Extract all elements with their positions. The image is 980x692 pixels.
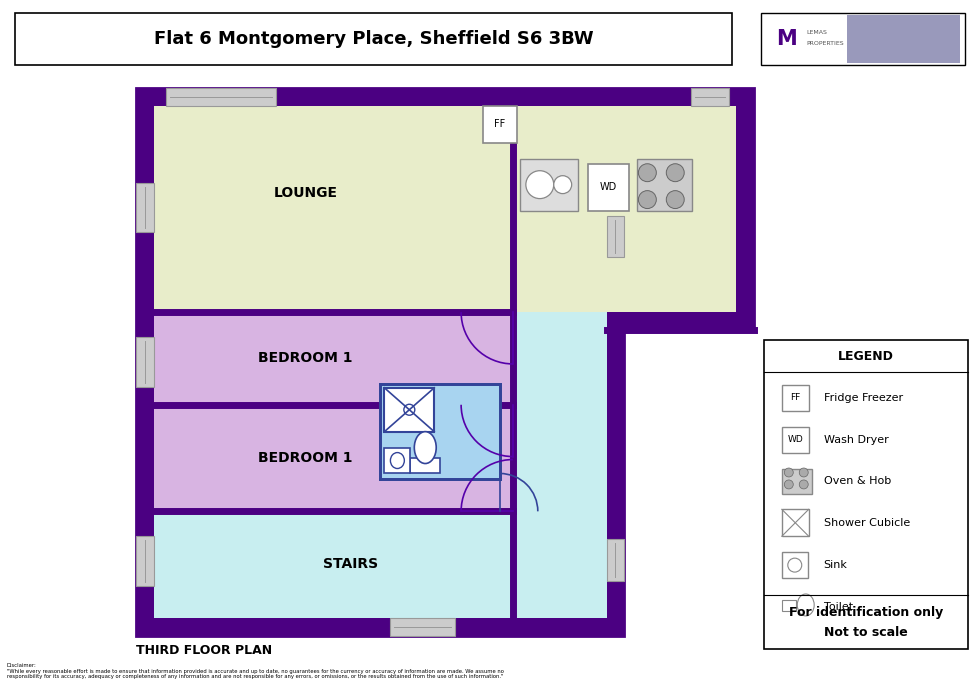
Ellipse shape	[390, 453, 405, 468]
Bar	[637, 158, 692, 210]
Text: Toilet: Toilet	[823, 602, 853, 612]
Bar	[782, 600, 796, 611]
Text: BEDROOM 1: BEDROOM 1	[259, 450, 353, 464]
Text: WD: WD	[600, 182, 617, 192]
Bar	[519, 158, 577, 210]
Bar	[782, 509, 808, 536]
Bar	[847, 15, 960, 63]
Circle shape	[784, 480, 793, 489]
Polygon shape	[155, 312, 513, 405]
Text: Flat 6 Montgomery Place, Sheffield S6 3BW: Flat 6 Montgomery Place, Sheffield S6 3B…	[154, 30, 593, 48]
Circle shape	[638, 190, 657, 208]
Text: STAIRS: STAIRS	[323, 557, 378, 571]
FancyBboxPatch shape	[760, 13, 965, 65]
Circle shape	[554, 176, 571, 194]
Text: Not to scale: Not to scale	[824, 626, 907, 639]
Text: Sink: Sink	[823, 560, 848, 570]
Bar	[782, 427, 808, 453]
Bar	[167, 88, 275, 106]
Text: Wash Dryer: Wash Dryer	[823, 435, 889, 445]
Bar	[691, 88, 729, 106]
Text: LEGEND: LEGEND	[838, 350, 894, 363]
Polygon shape	[513, 106, 736, 312]
Polygon shape	[155, 511, 607, 618]
Circle shape	[526, 171, 554, 199]
Text: Oven & Hob: Oven & Hob	[823, 477, 891, 486]
Text: M: M	[776, 29, 797, 49]
Bar	[588, 164, 629, 210]
Polygon shape	[155, 405, 513, 511]
Polygon shape	[380, 384, 500, 480]
Bar	[136, 183, 155, 233]
FancyBboxPatch shape	[15, 13, 732, 65]
Bar	[782, 385, 808, 411]
Circle shape	[800, 480, 808, 489]
Polygon shape	[513, 312, 607, 618]
Bar	[411, 457, 440, 473]
Circle shape	[784, 468, 793, 477]
Text: Shower Cubicle: Shower Cubicle	[823, 518, 909, 528]
Bar	[136, 337, 155, 387]
Text: FF: FF	[494, 120, 506, 129]
Circle shape	[666, 164, 684, 182]
Circle shape	[666, 190, 684, 208]
Text: LOUNGE: LOUNGE	[273, 185, 338, 199]
Text: FF: FF	[790, 393, 801, 402]
Bar	[390, 618, 455, 636]
Circle shape	[800, 468, 808, 477]
FancyBboxPatch shape	[763, 340, 968, 649]
Ellipse shape	[798, 594, 814, 616]
Ellipse shape	[415, 432, 436, 464]
Text: PROPERTIES: PROPERTIES	[807, 41, 845, 46]
Text: Fridge Freezer: Fridge Freezer	[823, 393, 903, 403]
Circle shape	[638, 164, 657, 182]
Circle shape	[788, 558, 802, 572]
Bar	[607, 215, 624, 257]
Text: Disclaimer:
"While every reasonable effort is made to ensure that information pr: Disclaimer: "While every reasonable effo…	[7, 663, 504, 680]
Text: LEMAS: LEMAS	[807, 30, 827, 35]
Bar	[384, 448, 411, 473]
Bar	[607, 539, 624, 581]
Text: THIRD FLOOR PLAN: THIRD FLOOR PLAN	[136, 644, 272, 657]
Bar	[384, 388, 434, 432]
Bar	[782, 468, 811, 494]
Bar	[136, 536, 155, 586]
Polygon shape	[155, 106, 513, 312]
Text: For identification only: For identification only	[789, 606, 943, 619]
Bar	[782, 552, 808, 578]
Text: BEDROOM 1: BEDROOM 1	[259, 351, 353, 365]
Polygon shape	[136, 88, 754, 636]
Bar	[483, 106, 516, 143]
Text: WD: WD	[787, 435, 804, 444]
